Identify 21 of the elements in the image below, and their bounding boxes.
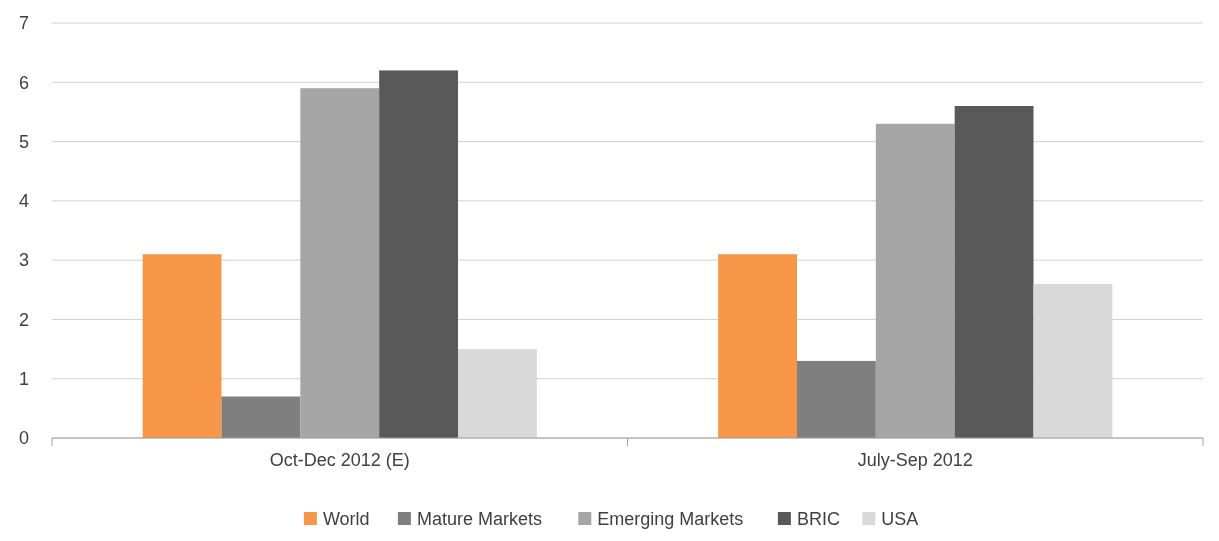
legend-label: Mature Markets (416, 509, 542, 530)
legend-label: Emerging Markets (597, 509, 744, 530)
y-tick-label: 6 (18, 72, 30, 93)
legend-label: World (322, 509, 370, 530)
y-tick-label: 2 (18, 309, 30, 330)
y-tick-label: 3 (18, 250, 30, 271)
bar (954, 106, 1034, 438)
legend-label: USA (881, 509, 919, 530)
y-tick-label: 7 (18, 13, 30, 34)
bar (718, 254, 797, 438)
bar (379, 70, 458, 438)
y-tick-label: 1 (18, 369, 30, 390)
bar (797, 360, 876, 438)
legend-label: BRIC (796, 509, 840, 530)
bar (221, 396, 301, 438)
y-tick-label: 5 (18, 131, 30, 152)
y-tick-label: 4 (18, 191, 30, 212)
y-tick-label: 0 (18, 428, 30, 449)
x-tick-label: July-Sep 2012 (857, 450, 973, 470)
bar (142, 254, 222, 438)
x-tick-label: Oct-Dec 2012 (E) (269, 450, 410, 470)
